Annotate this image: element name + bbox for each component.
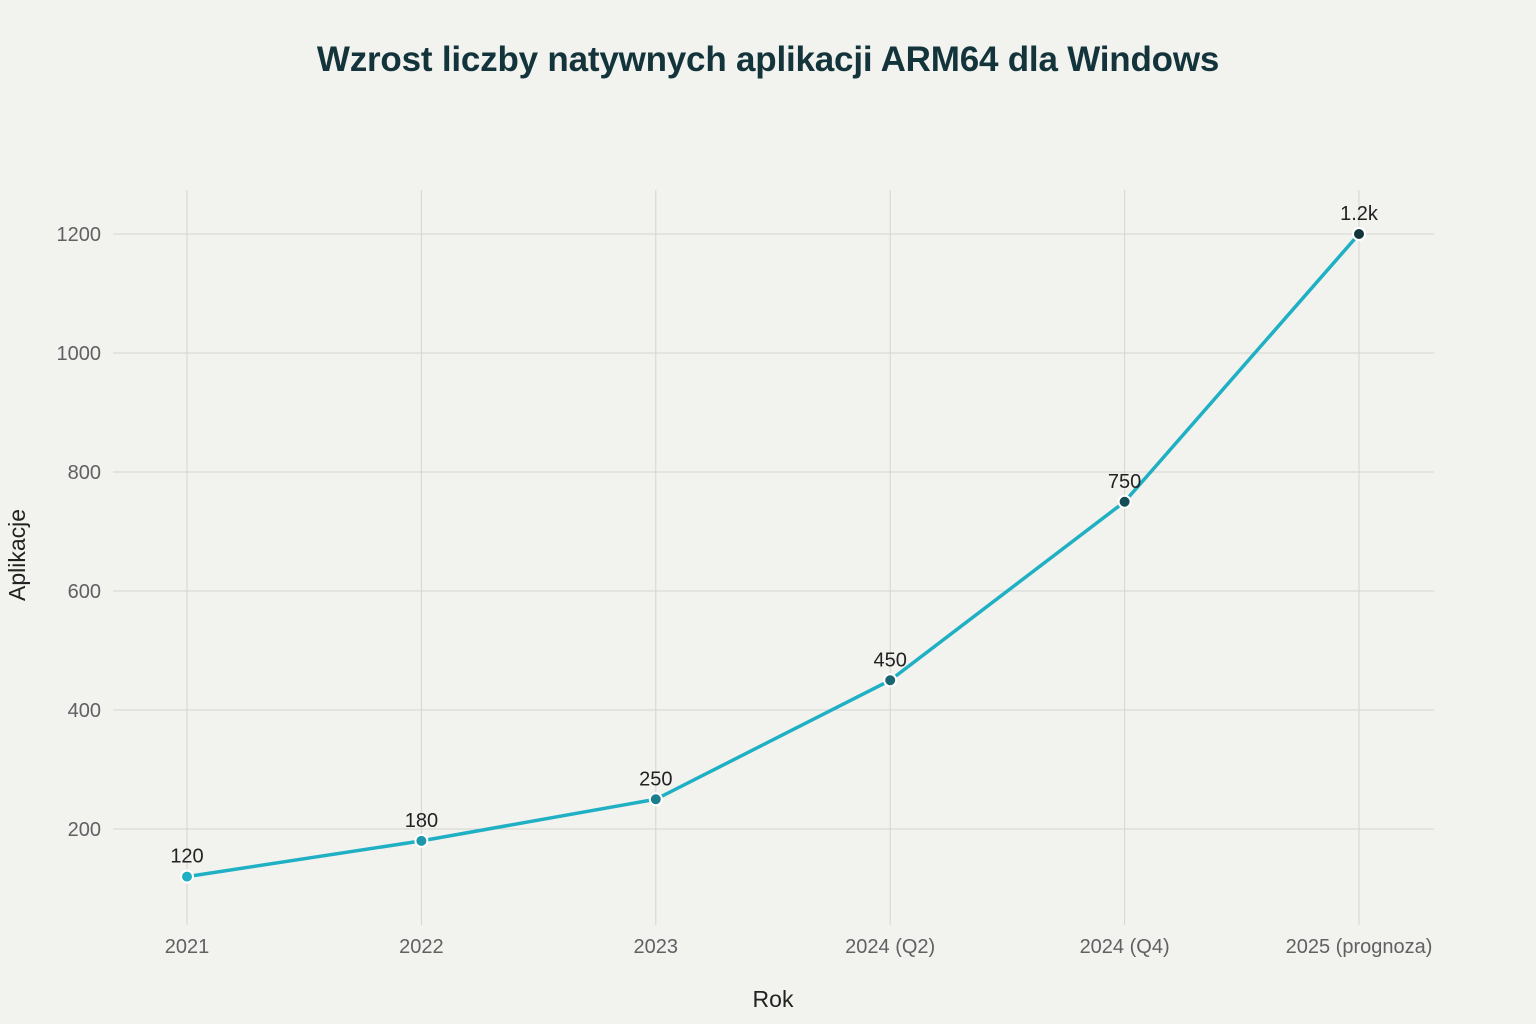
y-tick-label: 1200 xyxy=(57,224,102,246)
x-tick-label: 2021 xyxy=(165,936,210,958)
y-tick-labels: 200 400 600 800 1000 1200 xyxy=(57,224,102,841)
y-tick-label: 400 xyxy=(68,700,101,722)
y-axis-title: Aplikacje xyxy=(4,509,30,601)
series-group xyxy=(180,227,1366,884)
x-tick-label: 2024 (Q2) xyxy=(845,936,935,958)
data-point xyxy=(1352,227,1366,241)
data-label: 120 xyxy=(170,846,203,868)
data-point xyxy=(1117,494,1132,509)
x-tick-label: 2023 xyxy=(634,936,679,958)
y-tick-label: 600 xyxy=(68,581,101,603)
data-point xyxy=(648,792,663,807)
y-tick-label: 200 xyxy=(68,819,101,841)
data-label: 250 xyxy=(639,768,672,790)
data-labels: 120 180 250 450 750 1.2k xyxy=(170,203,1379,868)
data-label: 450 xyxy=(874,649,907,671)
x-tick-label: 2025 (prognoza) xyxy=(1286,936,1433,958)
data-label: 180 xyxy=(405,810,438,832)
data-label: 1.2k xyxy=(1340,203,1379,225)
series-line xyxy=(185,232,1361,879)
data-point xyxy=(180,869,194,884)
data-label: 750 xyxy=(1108,471,1141,493)
y-tick-label: 1000 xyxy=(57,343,102,365)
data-point xyxy=(883,673,898,688)
x-tick-label: 2022 xyxy=(399,936,444,958)
x-tick-labels: 2021 2022 2023 2024 (Q2) 2024 (Q4) 2025 (prog… xyxy=(165,936,1433,958)
x-axis-title: Rok xyxy=(753,986,794,1012)
x-tick-label: 2024 (Q4) xyxy=(1080,936,1170,958)
y-tick-label: 800 xyxy=(68,462,101,484)
grid-lines xyxy=(113,190,1434,925)
data-point xyxy=(414,833,429,848)
chart-title: Wzrost liczby natywnych aplikacji ARM64 … xyxy=(316,40,1220,79)
